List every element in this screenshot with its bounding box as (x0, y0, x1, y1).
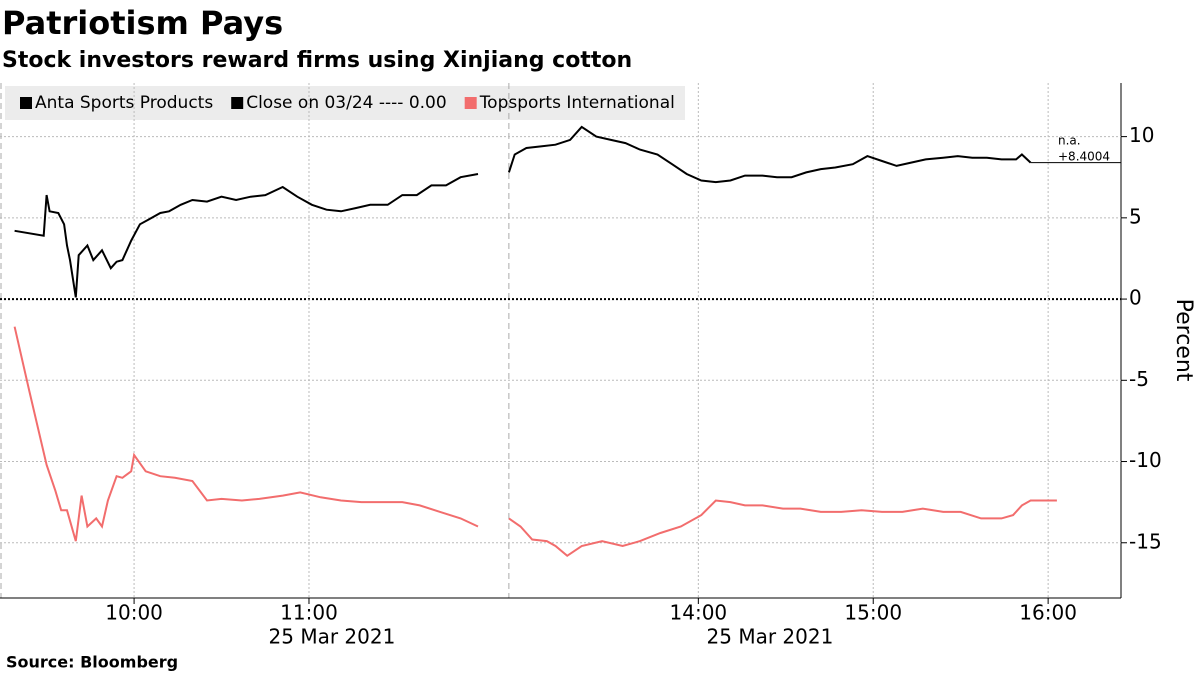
x-tick-label: 14:00 (670, 601, 728, 625)
y-tick-label: -15 (1129, 529, 1162, 553)
series-line (507, 125, 1032, 184)
x-tick-label: 16:00 (1019, 601, 1077, 625)
end-label: +8.4004 (1058, 150, 1110, 164)
series-line (13, 326, 479, 542)
legend-background (5, 86, 685, 120)
end-label: n.a. (1058, 134, 1081, 148)
x-tick-label: 10:00 (105, 601, 163, 625)
y-tick-label: -10 (1129, 448, 1162, 472)
y-tick-label: 10 (1129, 123, 1154, 147)
legend-swatch (231, 97, 244, 109)
y-tick-label: -5 (1129, 367, 1149, 391)
source: Source: Bloomberg (6, 653, 178, 672)
date-label: 25 Mar 2021 (269, 625, 396, 649)
series-line (508, 499, 1057, 558)
y-tick-label: 5 (1129, 204, 1142, 228)
x-tick-label: 11:00 (280, 601, 338, 625)
series-line (14, 173, 479, 298)
legend-label: Topsports International (479, 93, 675, 113)
y-tick-label: 0 (1129, 286, 1142, 310)
legend-label: Anta Sports Products (35, 93, 213, 113)
legend-swatch (20, 97, 32, 109)
date-label: 25 Mar 2021 (707, 625, 834, 649)
legend-swatch (464, 97, 477, 109)
chart-title: Patriotism Pays (2, 4, 283, 42)
chart-subtitle: Stock investors reward firms using Xinji… (2, 48, 632, 73)
legend-label: Close on 03/24 ---- 0.00 (246, 93, 446, 113)
y-axis-title: Percent (1171, 299, 1196, 382)
x-tick-label: 15:00 (844, 601, 902, 625)
